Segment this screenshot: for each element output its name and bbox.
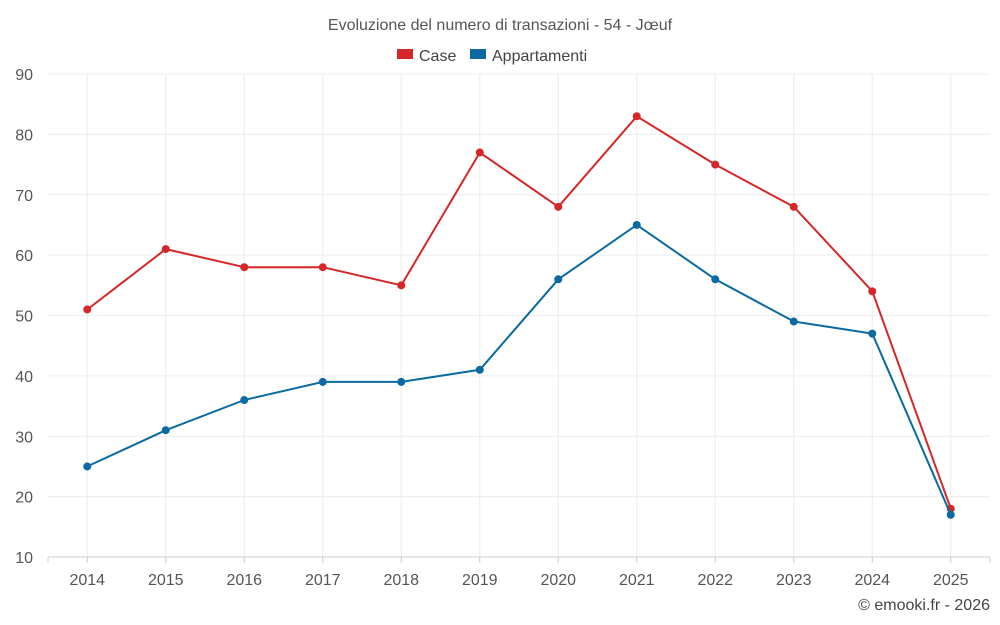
legend: Case Appartamenti xyxy=(397,48,587,65)
y-tick-label: 50 xyxy=(15,309,33,326)
x-tick-label: 2023 xyxy=(776,572,812,589)
chart-title: Evoluzione del numero di transazioni - 5… xyxy=(328,17,673,34)
y-tick-label: 90 xyxy=(15,67,33,84)
data-point-case[interactable] xyxy=(83,305,92,314)
x-tick-label: 2025 xyxy=(933,572,969,589)
grid xyxy=(48,73,990,557)
y-tick-label: 60 xyxy=(15,248,33,265)
data-point-case[interactable] xyxy=(789,202,798,211)
data-point-appartamenti[interactable] xyxy=(632,220,641,229)
data-point-appartamenti[interactable] xyxy=(789,317,798,326)
x-tick-label: 2020 xyxy=(540,572,576,589)
y-tick-label: 70 xyxy=(15,188,33,205)
data-point-case[interactable] xyxy=(397,281,406,290)
y-tick-label: 80 xyxy=(15,127,33,144)
x-tick-label: 2016 xyxy=(226,572,262,589)
legend-swatch-case xyxy=(397,49,413,59)
series xyxy=(83,112,955,519)
x-tick-label: 2015 xyxy=(148,572,184,589)
x-tick-label: 2019 xyxy=(462,572,498,589)
x-tick-label: 2024 xyxy=(854,572,890,589)
y-tick-label: 40 xyxy=(15,369,33,386)
legend-label-appartamenti: Appartamenti xyxy=(492,48,587,65)
x-tick-label: 2018 xyxy=(383,572,419,589)
data-point-appartamenti[interactable] xyxy=(868,329,877,338)
data-point-appartamenti[interactable] xyxy=(554,275,563,284)
legend-swatch-appartamenti xyxy=(470,49,486,59)
y-tick-label: 30 xyxy=(15,429,33,446)
data-point-case[interactable] xyxy=(632,112,641,121)
data-point-appartamenti[interactable] xyxy=(318,377,327,386)
data-point-case[interactable] xyxy=(711,160,720,169)
x-tick-label: 2022 xyxy=(697,572,733,589)
series-case xyxy=(83,112,955,513)
series-appartamenti xyxy=(83,220,955,519)
data-point-case[interactable] xyxy=(475,148,484,157)
data-point-appartamenti[interactable] xyxy=(240,396,249,405)
y-axis-ticks: 10 20 30 40 50 60 70 80 90 xyxy=(15,67,33,567)
data-point-appartamenti[interactable] xyxy=(83,462,92,471)
x-axis-ticks: 2014 2015 2016 2017 2018 2019 2020 2021 2022 2023… xyxy=(69,572,968,589)
x-tick-label: 2017 xyxy=(305,572,341,589)
data-point-appartamenti[interactable] xyxy=(711,275,720,284)
x-tick-label: 2021 xyxy=(619,572,655,589)
series-line-case xyxy=(86,115,952,510)
data-point-appartamenti[interactable] xyxy=(946,510,955,519)
data-point-case[interactable] xyxy=(161,245,170,254)
series-line-appartamenti xyxy=(86,223,952,516)
data-point-case[interactable] xyxy=(240,263,249,272)
data-point-case[interactable] xyxy=(554,202,563,211)
credit-text: © emooki.fr - 2026 xyxy=(858,597,990,614)
data-point-case[interactable] xyxy=(868,287,877,296)
data-point-appartamenti[interactable] xyxy=(161,426,170,435)
y-tick-label: 20 xyxy=(15,490,33,507)
data-point-case[interactable] xyxy=(318,263,327,272)
x-tick-label: 2014 xyxy=(69,572,105,589)
data-point-appartamenti[interactable] xyxy=(397,377,406,386)
legend-item-appartamenti[interactable]: Appartamenti xyxy=(470,48,587,65)
legend-item-case[interactable]: Case xyxy=(397,48,456,65)
data-point-appartamenti[interactable] xyxy=(475,365,484,374)
axes xyxy=(47,556,991,563)
legend-label-case: Case xyxy=(419,48,456,65)
y-tick-label: 10 xyxy=(15,550,33,567)
